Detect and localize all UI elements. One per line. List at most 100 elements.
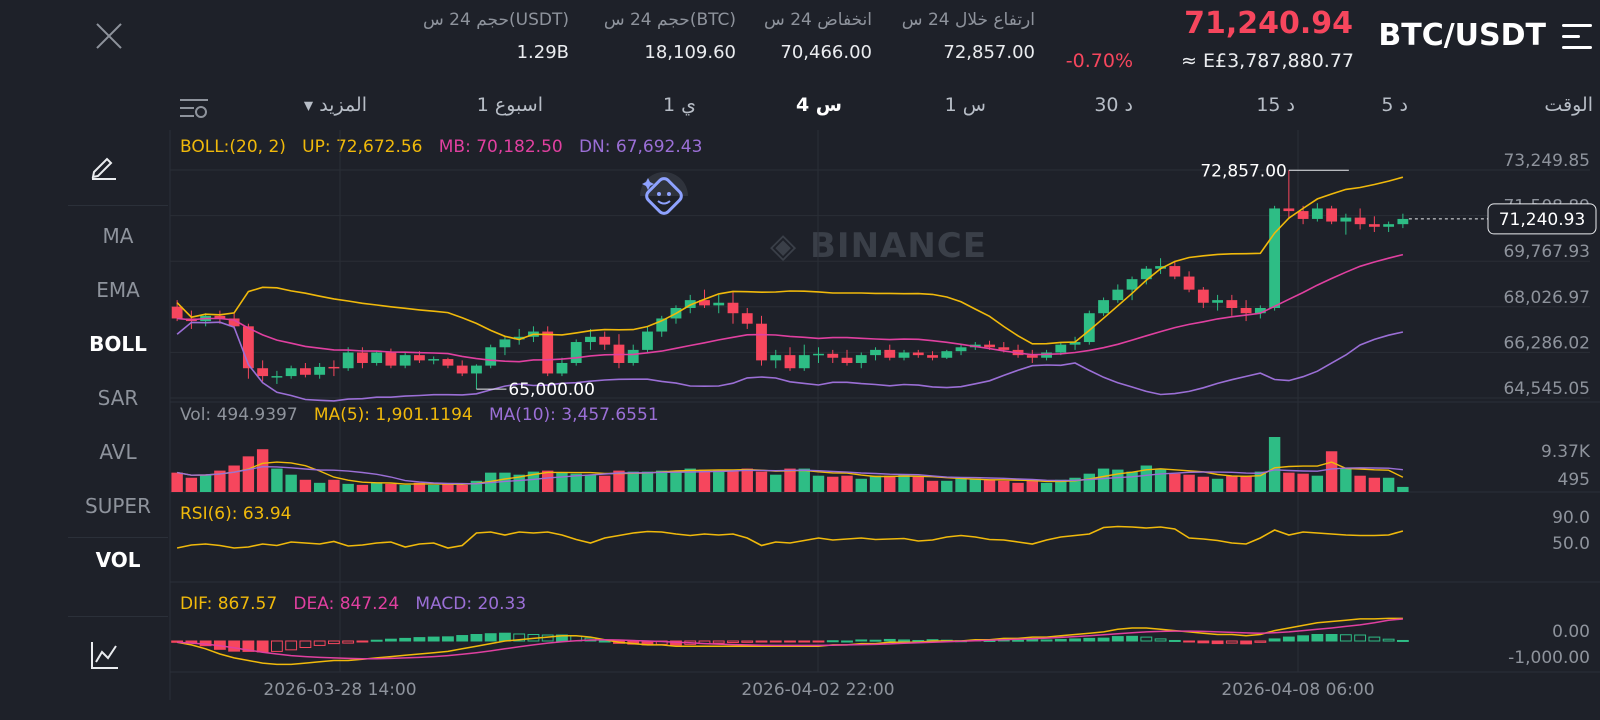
tab-1h[interactable]: 1 س <box>944 94 986 116</box>
macd-histogram-bar <box>313 640 326 646</box>
candle-body <box>1155 266 1166 269</box>
volume-bar <box>570 473 582 492</box>
macd-dea: DEA: 847.24 <box>293 594 400 614</box>
vol-ma10-line <box>176 465 1403 485</box>
tab-5m[interactable]: 5 د <box>1381 94 1408 116</box>
tab-15m[interactable]: 15 د <box>1256 94 1295 116</box>
candle-body <box>1041 352 1052 358</box>
rsi-tick-label: 90.0 <box>1552 508 1590 528</box>
volume-bar <box>784 468 796 492</box>
candle-body <box>941 351 953 358</box>
candle-body <box>1083 313 1095 343</box>
macd-histogram-bar <box>1026 638 1039 642</box>
stat-label: حجم 24 س(USDT) <box>423 10 569 30</box>
boll-mb: MB: 70,182.50 <box>438 137 563 157</box>
candle-body <box>684 300 696 308</box>
chart-settings-icon[interactable] <box>180 96 208 120</box>
stat-value: 18,109.60 <box>644 42 736 63</box>
indicator-boll[interactable]: BOLL <box>89 332 147 356</box>
candle-body <box>1226 300 1238 308</box>
macd-histogram-bar <box>427 636 440 642</box>
last-price: 71,240.94 <box>1184 6 1353 41</box>
candle-body <box>1326 208 1338 222</box>
macd-histogram-bar <box>898 639 910 642</box>
macd-histogram-bar <box>556 634 568 642</box>
volume-bar <box>370 482 383 492</box>
candle-body <box>499 339 511 348</box>
boll-dn: DN: 67,692.43 <box>578 137 703 157</box>
volume-bar <box>199 474 212 492</box>
macd-histogram-bar <box>883 638 896 642</box>
candle-body <box>171 306 183 319</box>
candle-body <box>1197 289 1209 303</box>
macd-histogram-bar <box>413 637 426 642</box>
candle-body <box>827 353 839 358</box>
volume-bar <box>770 474 782 492</box>
macd-histogram-bar <box>598 640 611 643</box>
candle-body <box>1169 266 1181 277</box>
indicator-chart-icon[interactable] <box>90 640 120 670</box>
tab-1d[interactable]: 1 ي <box>662 94 696 116</box>
macd-histogram-bar <box>1311 634 1324 642</box>
volume-bar <box>1097 468 1110 492</box>
macd-histogram-bar <box>1154 638 1167 642</box>
draw-pencil-icon[interactable] <box>90 152 118 180</box>
macd-histogram-bar <box>1183 640 1195 643</box>
indicator-ema[interactable]: EMA <box>96 278 140 302</box>
indicator-vol[interactable]: VOL <box>95 548 141 572</box>
macd-histogram-bar <box>285 640 298 651</box>
high-price-label: 72,857.00 <box>1200 161 1287 181</box>
macd-legend: DIF: 867.57 DEA: 847.24 MACD: 20.33 <box>180 594 526 614</box>
candle-body <box>214 315 226 319</box>
candle-body <box>1140 268 1152 280</box>
vol-ma5: MA(5): 1,901.1194 <box>313 405 473 425</box>
volume-bar <box>627 471 639 492</box>
candle-body <box>927 355 938 358</box>
volume-bar <box>841 475 853 492</box>
tab-4h[interactable]: 4 س <box>795 94 842 116</box>
tab-more-label: المزيد <box>319 94 367 116</box>
ai-assistant-icon[interactable] <box>636 168 692 224</box>
candle-body <box>741 313 753 324</box>
macd-histogram-bar <box>385 638 397 642</box>
candle-body <box>1069 342 1081 345</box>
pair-title[interactable]: BTC/USDT <box>1378 18 1546 53</box>
tab-30m[interactable]: 30 د <box>1094 94 1133 116</box>
macd-histogram-bar <box>456 635 469 642</box>
menu-icon[interactable] <box>1562 24 1592 50</box>
macd-histogram-bar <box>1069 638 1081 642</box>
macd-histogram-bar <box>741 640 754 643</box>
tab-1w[interactable]: 1 اسبوع <box>476 94 543 116</box>
macd-dif-line <box>176 617 1403 666</box>
candle-body <box>342 352 354 369</box>
volume-bar <box>299 479 312 492</box>
price-tick-label: 66,286.02 <box>1503 333 1590 353</box>
candle-body <box>1098 300 1109 314</box>
candle-body <box>627 349 639 363</box>
volume-bar <box>285 474 297 492</box>
tab-more[interactable]: ▼ المزيد <box>304 94 367 116</box>
macd-histogram-bar <box>1339 634 1352 642</box>
stat-label: انخفاض 24 س <box>764 10 872 30</box>
volume-bar <box>1112 469 1124 492</box>
indicator-avl[interactable]: AVL <box>99 440 137 464</box>
macd-histogram-bar <box>1211 640 1224 645</box>
macd-histogram-bar <box>1225 640 1238 644</box>
indicator-super[interactable]: SUPER <box>85 494 151 518</box>
macd-histogram-bar <box>499 632 511 642</box>
volume-bar <box>1325 451 1338 492</box>
volume-bar <box>812 475 825 492</box>
candle-body <box>542 331 554 374</box>
boll-middle-line <box>177 253 1404 363</box>
tab-time[interactable]: الوقت <box>1544 94 1593 116</box>
candle-body <box>870 349 881 356</box>
current-price-label: 71,240.93 <box>1499 210 1586 230</box>
indicator-ma[interactable]: MA <box>102 224 134 248</box>
candle-body <box>471 365 482 374</box>
macd-histogram-bar <box>869 639 882 642</box>
sidebar-divider <box>68 537 168 538</box>
macd-histogram-bar <box>1268 638 1281 642</box>
indicator-sar[interactable]: SAR <box>97 386 139 410</box>
candle-body <box>1383 224 1395 227</box>
